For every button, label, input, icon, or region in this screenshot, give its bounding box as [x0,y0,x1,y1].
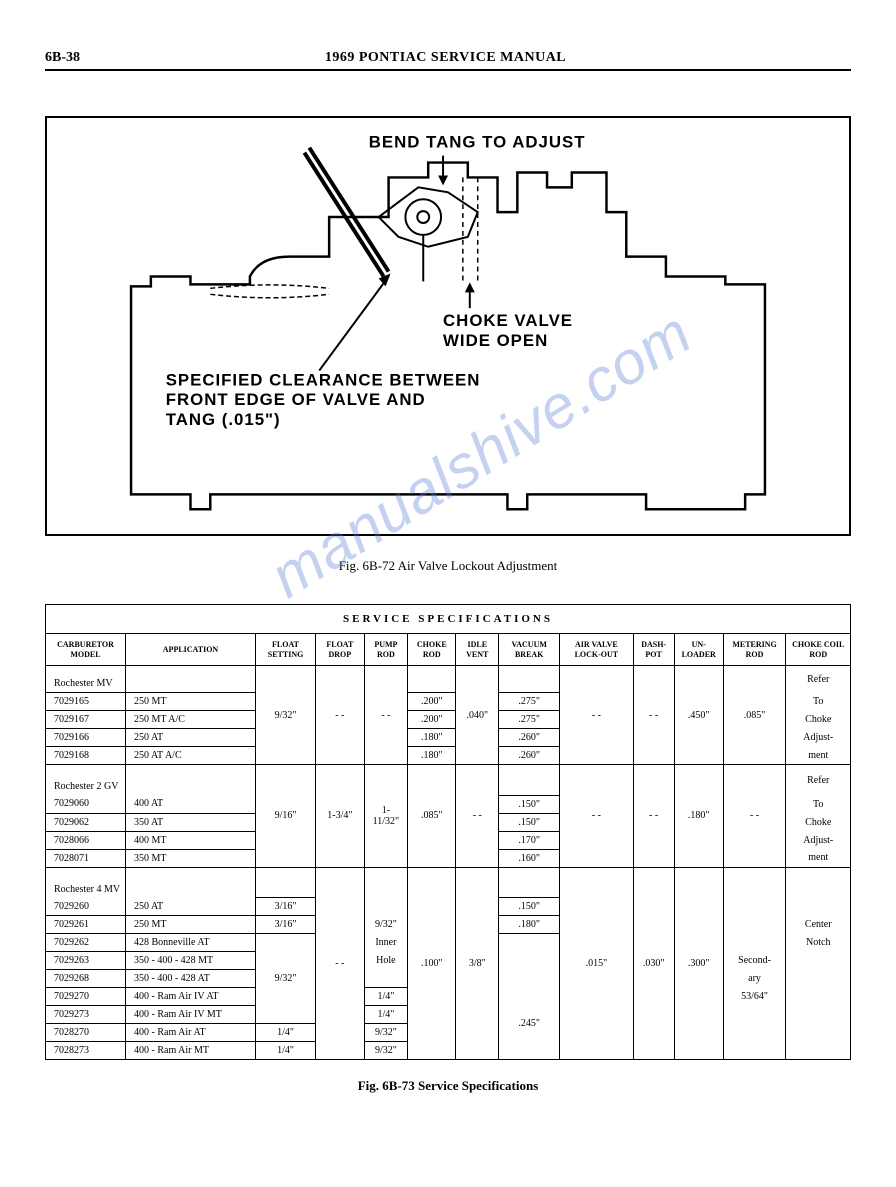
label-spec1: SPECIFIED CLEARANCE BETWEEN [166,370,481,389]
spec-table: SERVICE SPECIFICATIONS CARBURETOR MODEL … [45,604,851,1060]
table-header-row: CARBURETOR MODEL APPLICATION FLOAT SETTI… [46,634,851,666]
manual-title: 1969 PONTIAC SERVICE MANUAL [325,50,566,66]
label-choke2: WIDE OPEN [443,331,548,350]
diagram-figure: BEND TANG TO ADJUST CHOKE VALVE WIDE OPE… [45,116,851,536]
label-bend: BEND TANG TO ADJUST [369,133,586,152]
label-spec2: FRONT EDGE OF VALVE AND [166,390,426,409]
figure-caption-72: Fig. 6B-72 Air Valve Lockout Adjustment [45,558,851,574]
table-title: SERVICE SPECIFICATIONS [46,605,851,634]
label-choke1: CHOKE VALVE [443,311,573,330]
label-spec3: TANG (.015") [166,410,281,429]
figure-caption-73: Fig. 6B-73 Service Specifications [45,1078,851,1094]
page-header: 6B-38 1969 PONTIAC SERVICE MANUAL [45,50,851,71]
page-number: 6B-38 [45,50,80,66]
